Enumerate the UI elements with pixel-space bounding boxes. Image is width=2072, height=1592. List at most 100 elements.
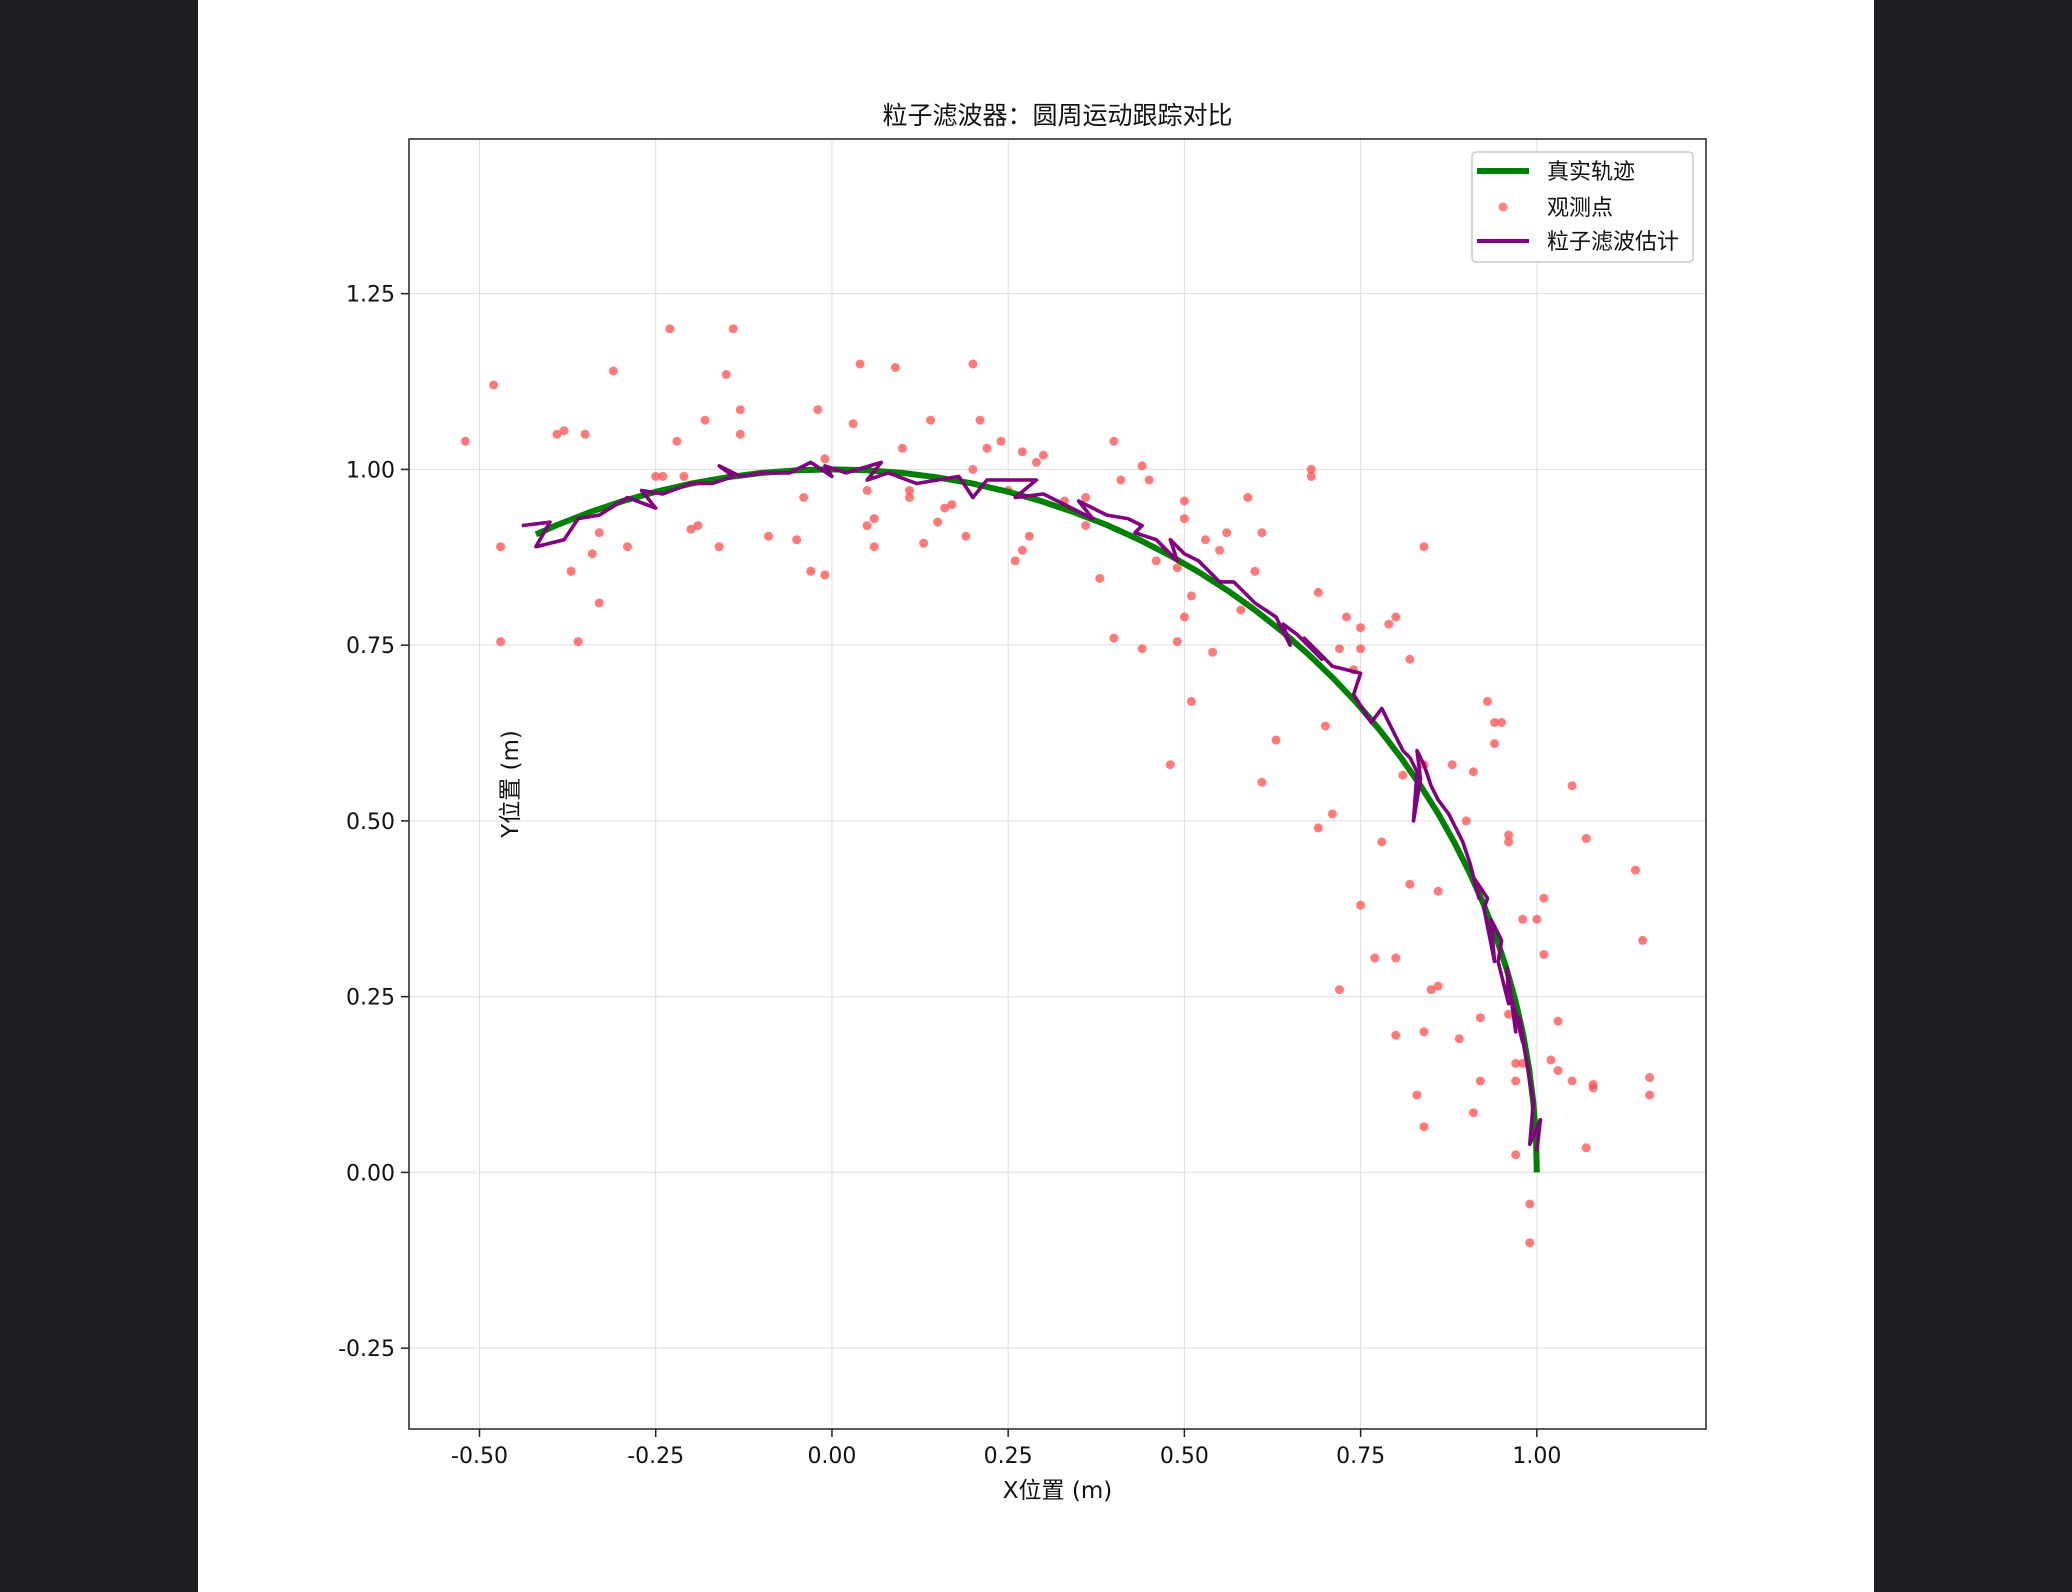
observation-point [1250,566,1260,576]
observation-point [1419,1122,1429,1132]
observation-point [489,380,499,390]
observation-point [559,426,569,436]
legend-observed-swatch [1498,202,1508,212]
observation-point [1525,1238,1535,1248]
observation-point [1645,1073,1655,1082]
observation-point [820,570,830,580]
observation-point [552,429,562,439]
legend: 真实轨迹 观测点 粒子滤波估计 [1471,151,1694,263]
observation-point [1257,777,1267,787]
observation-point [926,415,936,425]
observation-point [1454,1034,1464,1044]
observation-point [1504,1009,1514,1019]
observation-point [792,535,802,545]
observation-point [587,549,597,559]
observation-point [1384,619,1394,629]
observation-point [848,419,858,429]
observation-point [1419,1027,1429,1037]
observation-point [1468,1108,1478,1118]
observation-point [1081,493,1091,502]
observation-point [580,429,590,439]
x-tick-label: 0.00 [807,1444,856,1469]
observation-point [1010,556,1020,566]
observation-point [735,405,745,415]
observation-point [1581,834,1591,843]
observation-point [1257,528,1267,538]
observation-point [1398,770,1408,780]
observation-point [1483,696,1492,706]
observation-point [1504,830,1514,840]
observation-point [1370,953,1380,963]
observation-point [1320,721,1330,731]
observation-point [1137,461,1147,471]
observation-point [1518,914,1528,924]
observation-point [651,471,661,481]
y-axis-ticks: -0.25 0.00 0.25 0.50 0.75 1.00 1.25 [338,283,409,1362]
observation-point [672,436,682,446]
observation-point [1017,447,1027,457]
y-tick-label: 0.00 [346,1161,395,1186]
observation-point [1327,809,1337,819]
observation-point [496,637,506,647]
observation-point [1581,1143,1591,1153]
observation-point [1588,1083,1598,1093]
observation-point [1165,760,1175,770]
observation-point [1490,718,1499,727]
x-tick-label: 0.75 [1336,1444,1385,1469]
observation-point [1306,471,1316,481]
observation-point [1172,563,1182,573]
observation-point [496,542,506,552]
observation-point [1490,739,1499,749]
observation-point [862,486,872,495]
observation-point [1356,623,1366,633]
observation-point [1433,886,1443,896]
observation-point [1546,1055,1556,1065]
observation-point [940,503,950,513]
observation-point [1511,1076,1521,1086]
observation-point [1271,735,1281,745]
observation-point [1475,1013,1485,1023]
observation-point [1539,893,1549,903]
observation-point [1186,591,1196,601]
observation-point [1475,1076,1485,1086]
observation-point [1335,644,1344,654]
observation-point [573,637,583,647]
y-tick-label: -0.25 [338,1337,395,1362]
observation-point [700,415,710,425]
observation-point [1313,823,1323,833]
observation-point [1539,950,1549,959]
observation-point [665,324,675,334]
observation-point [721,370,731,379]
observation-point [933,517,943,527]
observation-point [1109,436,1119,446]
observation-point [1553,1016,1563,1026]
observation-point [594,528,604,538]
x-axis-label: X位置 (m) [1003,1478,1112,1504]
observation-point [1405,654,1415,664]
observation-point [679,471,689,481]
observation-point [1567,1076,1577,1086]
observation-point [1377,837,1387,847]
observation-point [1511,1150,1521,1160]
observation-point [1447,760,1457,770]
observation-point [968,464,978,474]
y-tick-label: 0.25 [346,986,395,1011]
observation-point [869,514,879,524]
observation-point [1172,637,1182,647]
observation-point [1525,1199,1535,1209]
y-tick-label: 1.00 [346,458,395,483]
x-tick-label: 0.25 [984,1444,1033,1469]
x-tick-label: 0.50 [1160,1444,1209,1469]
observation-point [1342,612,1351,622]
observation-point [1306,464,1316,474]
observation-point [897,443,907,453]
observation-point [1208,647,1218,657]
observation-point [806,566,816,576]
observation-point [799,493,809,502]
observation-point [1024,531,1034,541]
observation-point [1116,475,1126,485]
observation-point [1017,545,1027,555]
observation-point [686,524,696,534]
observation-point [1137,644,1147,654]
observation-point [813,405,823,415]
